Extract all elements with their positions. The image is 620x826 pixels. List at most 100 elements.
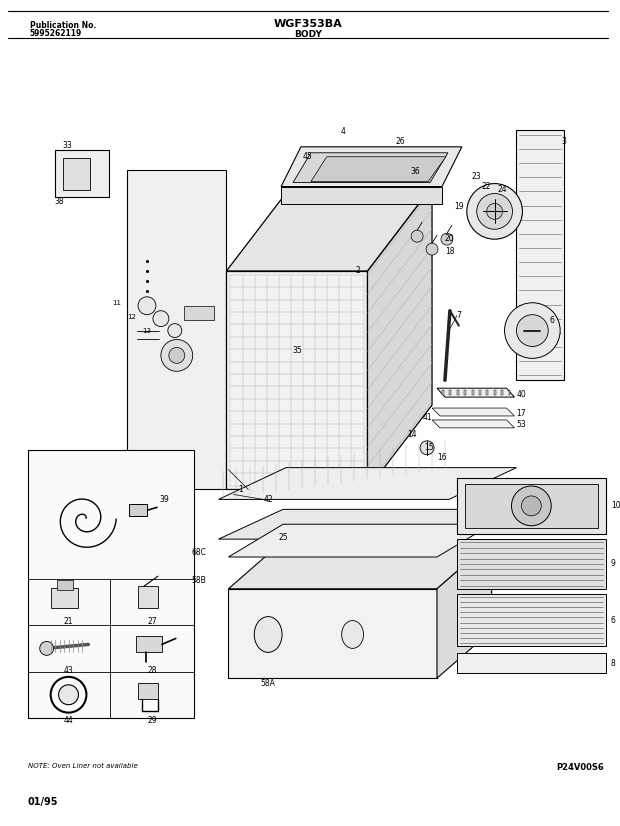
Polygon shape xyxy=(457,477,606,534)
Text: P24V00S6: P24V00S6 xyxy=(556,762,604,771)
Circle shape xyxy=(487,203,503,220)
Circle shape xyxy=(411,230,423,242)
Polygon shape xyxy=(516,130,564,380)
Bar xyxy=(51,588,79,608)
Polygon shape xyxy=(226,187,432,271)
Text: 14: 14 xyxy=(407,430,417,439)
Polygon shape xyxy=(457,653,606,673)
Text: 2: 2 xyxy=(355,267,360,276)
Polygon shape xyxy=(432,408,515,416)
Text: 20: 20 xyxy=(444,234,454,243)
Text: 13: 13 xyxy=(143,328,151,334)
Bar xyxy=(129,505,147,516)
Text: 1: 1 xyxy=(238,485,243,494)
Text: 35: 35 xyxy=(292,346,302,355)
Text: 18: 18 xyxy=(445,247,454,255)
Polygon shape xyxy=(218,468,516,500)
Bar xyxy=(28,449,193,718)
Circle shape xyxy=(516,315,548,346)
Text: 45: 45 xyxy=(303,152,312,161)
Text: 10: 10 xyxy=(611,501,620,510)
Bar xyxy=(442,390,444,395)
Circle shape xyxy=(138,297,156,315)
Polygon shape xyxy=(437,541,492,678)
Text: 53: 53 xyxy=(516,420,526,430)
Circle shape xyxy=(169,348,185,363)
Text: WGF353BA: WGF353BA xyxy=(273,19,342,29)
Text: 23: 23 xyxy=(472,172,482,181)
Bar xyxy=(138,586,158,608)
Bar xyxy=(63,158,91,189)
Text: 24: 24 xyxy=(498,185,507,194)
Text: 01/95: 01/95 xyxy=(28,797,58,807)
Circle shape xyxy=(467,183,523,240)
Text: 58A: 58A xyxy=(261,679,276,688)
Polygon shape xyxy=(311,157,446,182)
Circle shape xyxy=(59,685,79,705)
Text: 27: 27 xyxy=(147,617,157,626)
Ellipse shape xyxy=(342,620,363,648)
Polygon shape xyxy=(127,169,226,490)
Polygon shape xyxy=(218,510,516,539)
Circle shape xyxy=(512,486,551,525)
Ellipse shape xyxy=(254,616,282,653)
Text: 68C: 68C xyxy=(192,548,206,557)
Text: 15: 15 xyxy=(424,444,434,453)
Bar xyxy=(138,683,158,699)
Text: 58B: 58B xyxy=(192,577,206,586)
Bar xyxy=(486,390,489,395)
Polygon shape xyxy=(457,594,606,647)
Text: 22: 22 xyxy=(482,182,492,191)
Bar xyxy=(457,390,459,395)
Text: 41: 41 xyxy=(422,414,432,422)
Polygon shape xyxy=(437,388,515,397)
Text: eReplacementParts.com: eReplacementParts.com xyxy=(232,387,384,400)
Text: 21: 21 xyxy=(64,617,73,626)
Bar xyxy=(56,580,73,590)
Text: 29: 29 xyxy=(147,716,157,725)
Bar xyxy=(184,306,213,320)
Bar xyxy=(450,390,451,395)
Text: 9: 9 xyxy=(611,559,616,568)
Text: 25: 25 xyxy=(278,533,288,542)
Text: 7: 7 xyxy=(456,311,461,320)
Text: 42: 42 xyxy=(264,495,273,504)
Text: 28: 28 xyxy=(147,666,157,675)
Text: 39: 39 xyxy=(159,495,169,504)
Bar xyxy=(508,390,510,395)
Text: Publication No.: Publication No. xyxy=(30,21,96,30)
Polygon shape xyxy=(293,153,448,183)
Bar xyxy=(464,390,466,395)
Circle shape xyxy=(426,243,438,255)
Circle shape xyxy=(161,339,193,371)
Text: 3: 3 xyxy=(561,137,566,146)
Text: 33: 33 xyxy=(63,141,73,150)
Text: NOTE: Oven Liner not available: NOTE: Oven Liner not available xyxy=(28,762,138,769)
Text: 12: 12 xyxy=(128,314,136,320)
Text: 38: 38 xyxy=(55,197,64,206)
Text: 6: 6 xyxy=(549,316,554,325)
Bar xyxy=(479,390,481,395)
Text: 17: 17 xyxy=(516,409,526,417)
Polygon shape xyxy=(432,420,515,428)
Bar xyxy=(472,390,474,395)
Text: 5995262119: 5995262119 xyxy=(30,29,82,38)
Bar xyxy=(494,390,496,395)
Polygon shape xyxy=(457,539,606,589)
Bar xyxy=(55,150,109,197)
Text: 26: 26 xyxy=(396,137,405,146)
Circle shape xyxy=(441,233,453,245)
Circle shape xyxy=(477,193,513,230)
Polygon shape xyxy=(465,483,598,528)
Text: 44: 44 xyxy=(64,716,73,725)
Bar xyxy=(501,390,503,395)
Text: 4: 4 xyxy=(340,127,345,136)
Circle shape xyxy=(420,441,434,455)
Circle shape xyxy=(521,496,541,515)
Polygon shape xyxy=(226,271,368,490)
Circle shape xyxy=(40,642,54,655)
Polygon shape xyxy=(368,187,432,490)
Text: 43: 43 xyxy=(64,666,73,675)
Text: 8: 8 xyxy=(611,659,616,667)
Text: BODY: BODY xyxy=(294,30,322,39)
